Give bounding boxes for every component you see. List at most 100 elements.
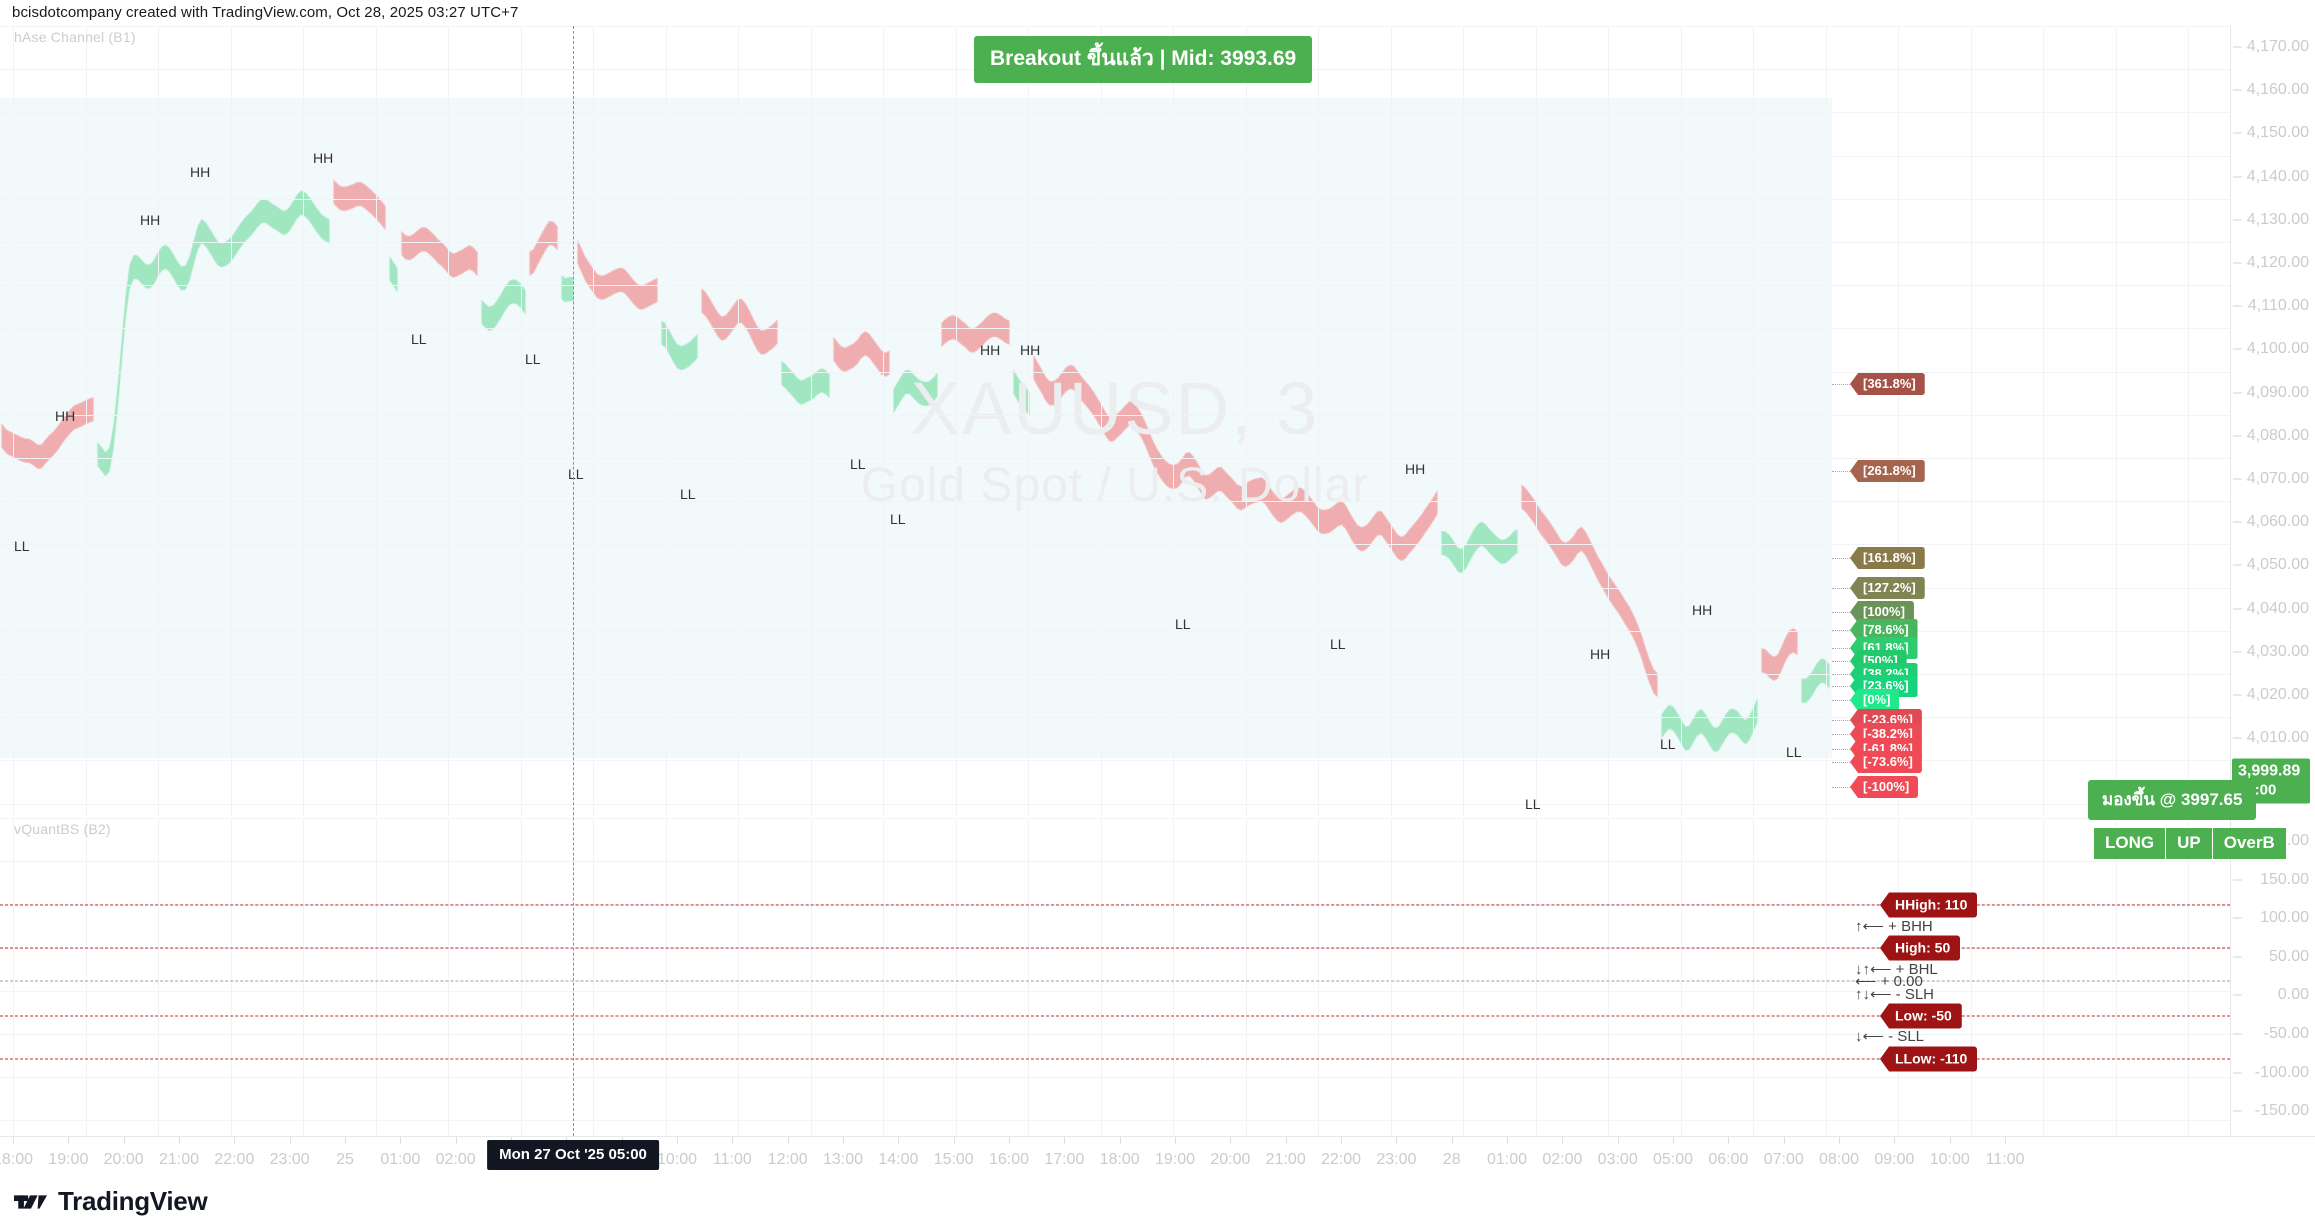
swing-label-ll: LL xyxy=(411,331,427,347)
current-price-value: 3,999.89 xyxy=(2238,762,2301,780)
time-axis-tick: 02:00 xyxy=(1542,1151,1583,1168)
time-axis-tick: 22:00 xyxy=(1321,1151,1362,1168)
grid-line-vertical xyxy=(1970,26,1972,816)
grid-line-horizontal xyxy=(0,818,2230,819)
price-axis-tick: 4,010.00 xyxy=(2246,729,2309,747)
state-direction: LONG xyxy=(2094,828,2167,859)
fib-level-label: [-100%] xyxy=(1850,776,1919,798)
time-axis-tick: 15:00 xyxy=(933,1151,974,1168)
time-axis-tick-mark xyxy=(13,1137,14,1144)
grid-line-horizontal xyxy=(0,1120,2230,1122)
grid-line-vertical xyxy=(2043,26,2044,816)
price-axis-tick: 4,150.00 xyxy=(2246,124,2309,142)
grid-line-vertical xyxy=(1173,26,1174,816)
oscillator-level-line xyxy=(0,1058,2230,1060)
grid-line-vertical xyxy=(303,26,304,816)
oscillator-signal-note: ↓⟵ - SLL xyxy=(1855,1028,1925,1045)
time-axis-tick: 01:00 xyxy=(1487,1151,1528,1168)
grid-line-horizontal xyxy=(0,198,2230,200)
grid-line-vertical xyxy=(1898,818,1899,1136)
oscillator-level-label: HHigh: 110 xyxy=(1880,892,1978,918)
fib-level-label: [78.6%] xyxy=(1850,619,1918,641)
swing-label-ll: LL xyxy=(1786,744,1802,760)
time-axis-tick-mark xyxy=(68,1137,70,1144)
oscillator-pane[interactable]: vQuantBS (B2) xyxy=(0,818,2230,1136)
grid-line-vertical xyxy=(1898,26,1899,816)
grid-line-vertical xyxy=(1753,818,1754,1136)
price-axis-tick: 4,020.00 xyxy=(2246,686,2309,703)
grid-line-vertical xyxy=(158,818,159,1136)
grid-line-horizontal xyxy=(0,1034,2230,1035)
grid-line-vertical xyxy=(520,26,522,816)
time-axis[interactable]: 18:00 19:00 20:00 21:00 22:00 23:00 25 01:00 02:… xyxy=(0,1136,2315,1174)
grid-line-vertical xyxy=(85,818,87,1136)
oscillator-axis-tick-mark xyxy=(2233,1072,2242,1074)
oscillator-level-line xyxy=(0,1015,2230,1017)
price-axis-tick: 4,170.00 xyxy=(2246,38,2309,55)
oscillator-axis[interactable]: 200.00150.00100.0050.000.00-50.00-100.00… xyxy=(2230,818,2315,1158)
grid-line-vertical xyxy=(375,818,377,1136)
grid-line-vertical xyxy=(2043,818,2044,1136)
fib-level-line xyxy=(1832,648,1850,649)
bias-badge: มองขึ้น @ 3997.65 xyxy=(2088,780,2257,820)
grid-line-vertical xyxy=(13,26,14,816)
price-axis-tick: 4,120.00 xyxy=(2246,254,2309,271)
fib-level-line xyxy=(1832,630,1850,631)
fib-level-line xyxy=(1832,720,1850,721)
oscillator-zero-line xyxy=(0,980,2230,982)
grid-line-vertical xyxy=(1825,26,1827,816)
price-axis-tick-mark xyxy=(2233,46,2242,48)
price-pane-title[interactable]: hAse Channel (B1) xyxy=(14,29,136,45)
grid-line-vertical xyxy=(1245,818,1247,1136)
time-axis-tick: 05:00 xyxy=(1653,1151,1694,1168)
time-axis-tick-mark xyxy=(1894,1137,1896,1144)
grid-line-horizontal xyxy=(0,674,2230,675)
fib-level-label: [361.8%] xyxy=(1850,373,1925,395)
fib-level-line xyxy=(1832,787,1850,788)
grid-line-horizontal xyxy=(0,26,2230,27)
time-axis-tick: 11:00 xyxy=(712,1151,752,1168)
time-axis-tick-mark xyxy=(1175,1137,1177,1144)
time-axis-tick-mark xyxy=(123,1137,125,1144)
price-axis-tick: 4,140.00 xyxy=(2246,167,2309,185)
grid-line-vertical xyxy=(593,26,594,816)
grid-line-horizontal xyxy=(0,717,2230,719)
price-axis[interactable]: 4,170.00 4,160.00 4,150.00 4,140.00 4,130.00… xyxy=(2230,26,2315,962)
grid-line-vertical xyxy=(883,26,884,816)
price-axis-tick: 4,130.00 xyxy=(2246,210,2309,228)
credit-line: bcisdotcompany created with TradingView.… xyxy=(12,4,519,21)
time-axis-tick-mark xyxy=(1673,1137,1675,1144)
time-axis-tick: 14:00 xyxy=(878,1151,919,1168)
grid-line-horizontal xyxy=(0,112,2230,114)
time-axis-tick-mark xyxy=(179,1137,180,1144)
fib-level-label: [100%] xyxy=(1850,601,1914,623)
time-axis-tick-mark xyxy=(1783,1137,1785,1144)
grid-line-vertical xyxy=(1970,818,1972,1136)
price-axis-tick-mark xyxy=(2233,132,2242,134)
oscillator-axis-tick-mark xyxy=(2233,1110,2242,1112)
grid-line-vertical xyxy=(2188,26,2189,816)
grid-line-horizontal xyxy=(0,414,2230,416)
fib-level-line xyxy=(1832,384,1850,385)
grid-line-vertical xyxy=(1825,818,1827,1136)
time-axis-tick-mark xyxy=(1728,1137,1730,1144)
grid-line-horizontal xyxy=(0,371,2230,373)
oscillator-pane-title[interactable]: vQuantBS (B2) xyxy=(14,821,111,837)
time-axis-tick: 17:00 xyxy=(1044,1151,1085,1168)
grid-line-vertical xyxy=(2115,818,2117,1136)
grid-line-vertical xyxy=(810,818,812,1136)
time-axis-tick: 10:00 xyxy=(656,1151,698,1168)
grid-line-vertical xyxy=(1608,818,1609,1136)
swing-label-ll: LL xyxy=(1330,636,1346,652)
swing-label-hh: HH xyxy=(980,342,1001,358)
time-crosshair-label: Mon 27 Oct '25 05:00 xyxy=(487,1140,659,1170)
oscillator-signal-note: ↑↓⟵ - SLH xyxy=(1855,986,1935,1003)
state-momentum: OverB xyxy=(2212,828,2286,859)
time-axis-tick-mark xyxy=(677,1137,679,1144)
grid-line-vertical xyxy=(1753,26,1754,816)
time-axis-tick: 10:00 xyxy=(1929,1151,1970,1168)
grid-line-horizontal xyxy=(0,285,2230,287)
grid-line-vertical xyxy=(1463,26,1464,816)
price-axis-tick-mark xyxy=(2233,478,2242,480)
swing-label-hh: HH xyxy=(1405,461,1426,477)
